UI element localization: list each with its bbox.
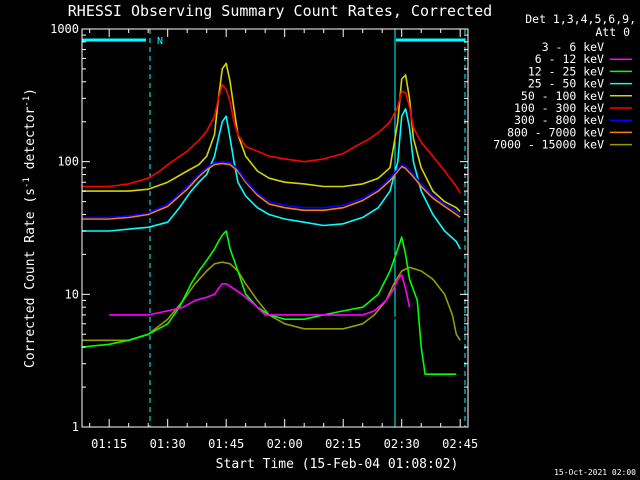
y-axis: 1 10 100 1000 [50, 22, 468, 434]
y-axis-label-end: ) [23, 88, 38, 96]
night-marker-label: N [157, 36, 163, 47]
footer-date: 15-Oct-2021 02:00 [554, 468, 636, 477]
x-tick-label: 02:45 [442, 437, 478, 451]
legend-label: 100 - 300 keV [514, 101, 604, 115]
y-tick-label: 100 [57, 155, 79, 169]
plot-area: N [81, 29, 466, 427]
series-line-3-6-kev [81, 299, 411, 405]
legend-label: 50 - 100 keV [521, 89, 604, 103]
y-axis-label: Corrected Count Rate (s-1 detector-1) [22, 88, 38, 368]
y-axis-label-main: Corrected Count Rate (s [23, 188, 38, 368]
x-tick-label: 02:00 [267, 437, 303, 451]
plot-frame [81, 28, 469, 428]
legend-label: 7000 - 15000 keV [493, 138, 604, 152]
legend-label: 6 - 12 keV [535, 52, 604, 66]
series-line-300-800-kev [81, 160, 461, 219]
series-line-6-12-kev [109, 274, 411, 316]
x-tick-label: 01:30 [150, 437, 186, 451]
x-tick-label: 02:30 [384, 437, 420, 451]
y-axis-label-sup2: -1 [22, 96, 32, 107]
legend-label: 25 - 50 keV [528, 77, 604, 91]
y-tick-label: 10 [65, 287, 79, 301]
legend-header-line2: Att 0 [595, 25, 630, 39]
x-tick-label: 02:15 [325, 437, 361, 451]
y-tick-label: 1000 [50, 22, 79, 36]
legend-label: 800 - 7000 keV [507, 125, 604, 139]
series-line-800-7000-kev [81, 162, 461, 220]
x-axis-label: Start Time (15-Feb-04 01:08:02) [216, 457, 459, 472]
chart-title: RHESSI Observing Summary Count Rates, Co… [68, 2, 492, 20]
legend-header-line1: Det 1,3,4,5,6,9, [525, 12, 636, 26]
x-tick-label: 01:45 [208, 437, 244, 451]
x-axis: 01:15 01:30 01:45 02:00 02:15 02:30 02:45 [89, 29, 478, 451]
y-tick-label: 1 [72, 420, 79, 434]
y-axis-label-sup1: -1 [22, 177, 32, 188]
x-tick-label: 01:15 [91, 437, 127, 451]
series-line-12-25-kev [81, 230, 457, 376]
y-axis-label-mid: detector [23, 107, 38, 178]
series-line-100-300-kev [81, 83, 461, 194]
series-line-25-50-kev [81, 108, 461, 250]
legend-label: 12 - 25 keV [528, 64, 604, 78]
legend-label: 3 - 6 keV [542, 40, 604, 54]
legend-label: 300 - 800 keV [514, 113, 604, 127]
